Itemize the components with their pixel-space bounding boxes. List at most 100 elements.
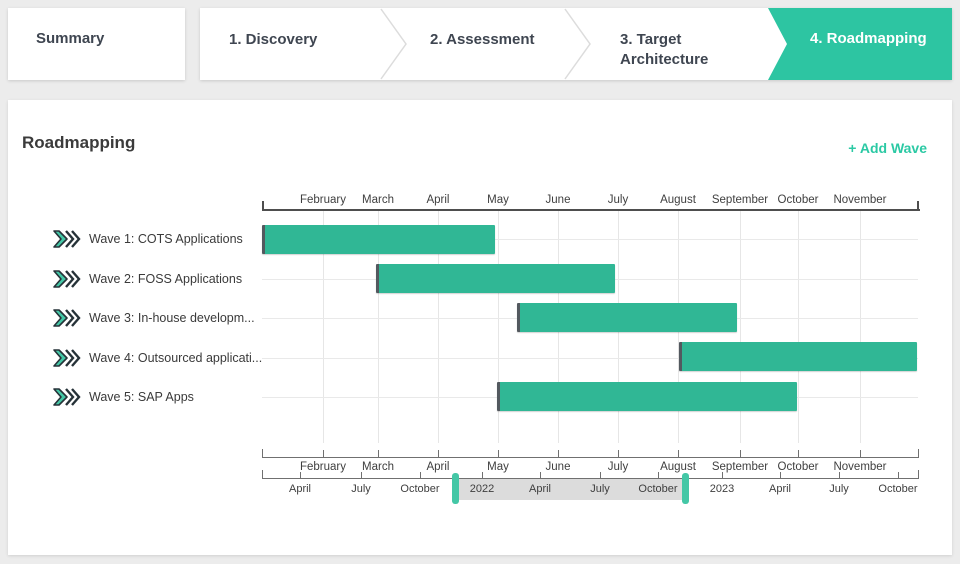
nav-step-target-architecture[interactable]: 3. Target Architecture: [620, 31, 709, 68]
chevron-separator-icon: [564, 8, 591, 80]
bottom-axis-month: July: [607, 461, 629, 473]
brush-selection[interactable]: [458, 478, 683, 500]
brush-tick-label: October: [400, 483, 440, 495]
gridline: [323, 211, 324, 443]
wave-row-2[interactable]: Wave 2: FOSS Applications: [52, 268, 242, 290]
bottom-axis-month: November: [833, 461, 887, 473]
axis-tick: [740, 450, 741, 457]
axis-tick: [618, 450, 619, 457]
axis-tick: [378, 450, 379, 457]
roadmapping-panel: Roadmapping + Add Wave February March Ap…: [8, 100, 952, 555]
axis-endcap: [262, 201, 264, 209]
top-axis-month: October: [777, 194, 819, 206]
axis-endcap: [917, 201, 919, 209]
axis-tick: [482, 472, 483, 478]
axis-tick: [438, 450, 439, 457]
axis-tick: [860, 450, 861, 457]
wave-row-5[interactable]: Wave 5: SAP Apps: [52, 386, 194, 408]
brush-handle-left[interactable]: [452, 473, 459, 504]
axis-tick: [498, 450, 499, 457]
row-track-line: [262, 358, 918, 359]
wave-icon: [53, 309, 81, 327]
top-axis-month: June: [545, 194, 571, 206]
gridline: [438, 211, 439, 443]
nav-step-summary-label: Summary: [36, 30, 105, 47]
gridline: [798, 211, 799, 443]
top-axis-month: February: [299, 194, 347, 206]
wave-label: Wave 4: Outsourced applicati...: [89, 351, 263, 365]
brush-tick-label: April: [288, 483, 311, 495]
axis-tick: [540, 472, 541, 478]
brush-tick-label: July: [829, 483, 849, 495]
gantt-bar-wave-1[interactable]: [262, 225, 495, 254]
wave-label: Wave 2: FOSS Applications: [89, 272, 243, 286]
brush-tick-label: October: [878, 483, 918, 495]
gridline: [378, 211, 379, 443]
bottom-axis-month: April: [426, 461, 450, 473]
axis-tick: [600, 472, 601, 478]
gantt-bar-wave-3[interactable]: [517, 303, 737, 332]
axis-endcap: [262, 449, 263, 457]
gantt-bar-wave-5[interactable]: [497, 382, 797, 411]
axis-tick: [722, 472, 723, 478]
gridline: [498, 211, 499, 443]
wave-icon: [53, 230, 81, 248]
add-wave-button[interactable]: + Add Wave: [848, 140, 927, 156]
axis-tick: [780, 472, 781, 478]
axis-tick: [798, 450, 799, 457]
bottom-axis-month: October: [777, 461, 819, 473]
bottom-axis-month: March: [362, 461, 394, 473]
row-track-line: [262, 239, 918, 240]
nav-step-summary[interactable]: Summary: [8, 8, 185, 80]
wave-row-1[interactable]: Wave 1: COTS Applications: [52, 228, 243, 250]
bottom-axis-line: [262, 457, 919, 458]
brush-tick-label: April: [768, 483, 791, 495]
brush-tick-label: October: [638, 483, 678, 495]
brush-tick-label: 2022: [469, 483, 495, 495]
axis-tick: [361, 472, 362, 478]
wave-icon: [53, 388, 81, 406]
top-axis-month: May: [487, 194, 509, 206]
chevron-separator-icon: [380, 8, 407, 80]
axis-tick: [323, 450, 324, 457]
bottom-axis-month: February: [299, 461, 347, 473]
axis-tick: [420, 472, 421, 478]
nav-step-discovery[interactable]: 1. Discovery: [229, 31, 318, 48]
top-axis-month: March: [362, 194, 394, 206]
top-axis-month: August: [660, 194, 696, 206]
gantt-bar-wave-2[interactable]: [376, 264, 615, 293]
top-axis-month: November: [833, 194, 887, 206]
axis-endcap: [918, 449, 919, 457]
wave-row-4[interactable]: Wave 4: Outsourced applicati...: [52, 347, 262, 369]
gridline: [860, 211, 861, 443]
page-title: Roadmapping: [22, 133, 136, 152]
axis-tick: [300, 472, 301, 478]
step-nav: 1. Discovery 2. Assessment 3. Target Arc…: [200, 8, 952, 80]
brush-axis-line: [262, 478, 919, 479]
nav-step-assessment[interactable]: 2. Assessment: [430, 31, 535, 48]
axis-tick: [839, 472, 840, 478]
gridline: [740, 211, 741, 443]
bottom-axis-month: May: [487, 461, 509, 473]
wave-row-3[interactable]: Wave 3: In-house developm...: [52, 307, 255, 329]
axis-tick: [658, 472, 659, 478]
bottom-axis-month: June: [545, 461, 571, 473]
axis-tick: [558, 450, 559, 457]
brush-handle-right[interactable]: [682, 473, 689, 504]
axis-tick: [678, 450, 679, 457]
top-axis-line: [262, 209, 920, 211]
top-axis-month: September: [711, 194, 769, 206]
brush-tick-label: April: [528, 483, 551, 495]
top-axis-month: July: [607, 194, 629, 206]
wave-icon: [53, 349, 81, 367]
nav-step-roadmapping-active[interactable]: 4. Roadmapping: [768, 8, 952, 80]
wave-label: Wave 1: COTS Applications: [89, 232, 243, 246]
wave-label: Wave 5: SAP Apps: [89, 390, 194, 404]
brush-tick-label: July: [351, 483, 371, 495]
brush-tick-label: 2023: [709, 483, 735, 495]
gantt-bar-wave-4[interactable]: [679, 342, 917, 371]
axis-endcap: [262, 470, 263, 478]
bottom-axis-month: September: [711, 461, 769, 473]
axis-endcap: [918, 470, 919, 478]
